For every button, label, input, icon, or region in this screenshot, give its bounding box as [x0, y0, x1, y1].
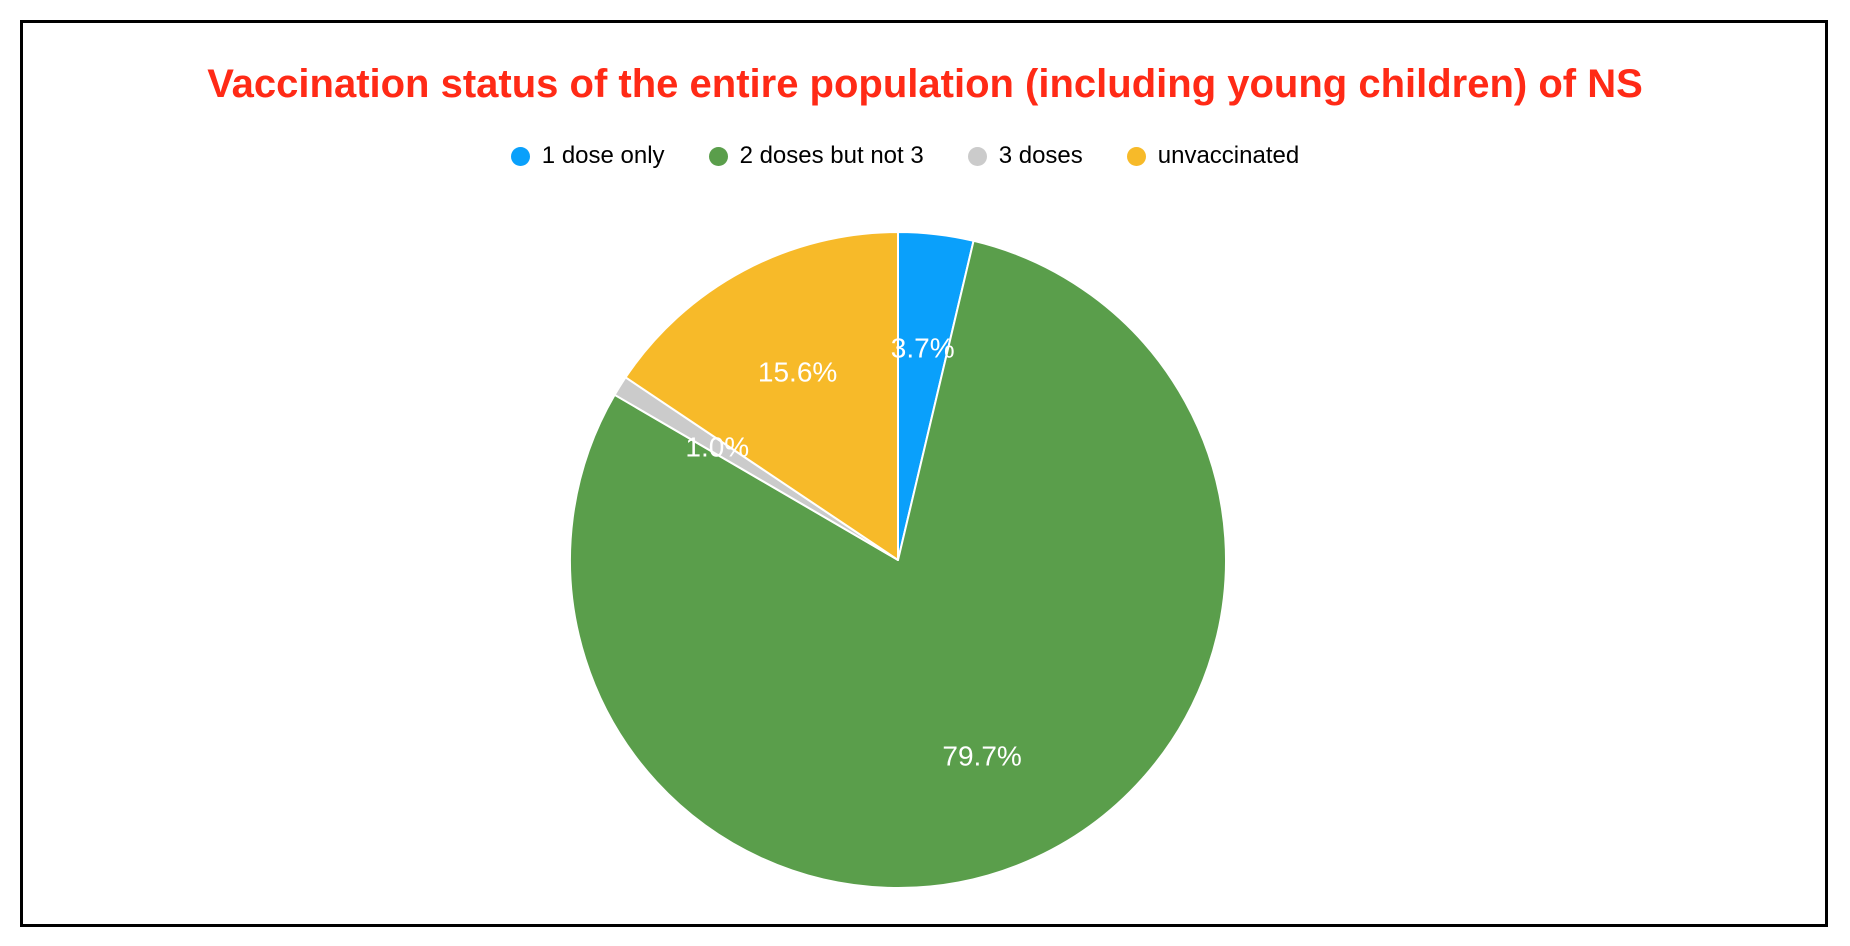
- legend: 1 dose only 2 doses but not 3 3 doses unvac…: [0, 142, 1850, 170]
- legend-item-label: 1 dose only: [541, 142, 665, 169]
- legend-item-1-dose-only[interactable]: 1 dose only: [510, 142, 665, 170]
- legend-swatch-icon: [708, 146, 728, 166]
- legend-item-3-doses[interactable]: 3 doses: [967, 142, 1083, 170]
- chart-title: Vaccination status of the entire populat…: [207, 62, 1643, 106]
- pie-slice-unvaccinated[interactable]: [624, 231, 899, 561]
- legend-item-2-doses-but-not-3[interactable]: 2 doses but not 3: [708, 142, 924, 170]
- pie-slice-2-doses-but-not-3[interactable]: [569, 239, 1227, 889]
- legend-item-unvaccinated[interactable]: unvaccinated: [1126, 142, 1300, 170]
- legend-swatch-icon: [967, 146, 987, 166]
- legend-swatch-icon: [510, 146, 530, 166]
- legend-swatch-icon: [1126, 146, 1146, 166]
- legend-item-label: 3 doses: [998, 142, 1083, 169]
- legend-item-label: unvaccinated: [1157, 142, 1300, 169]
- legend-item-label: 2 doses but not 3: [739, 142, 924, 169]
